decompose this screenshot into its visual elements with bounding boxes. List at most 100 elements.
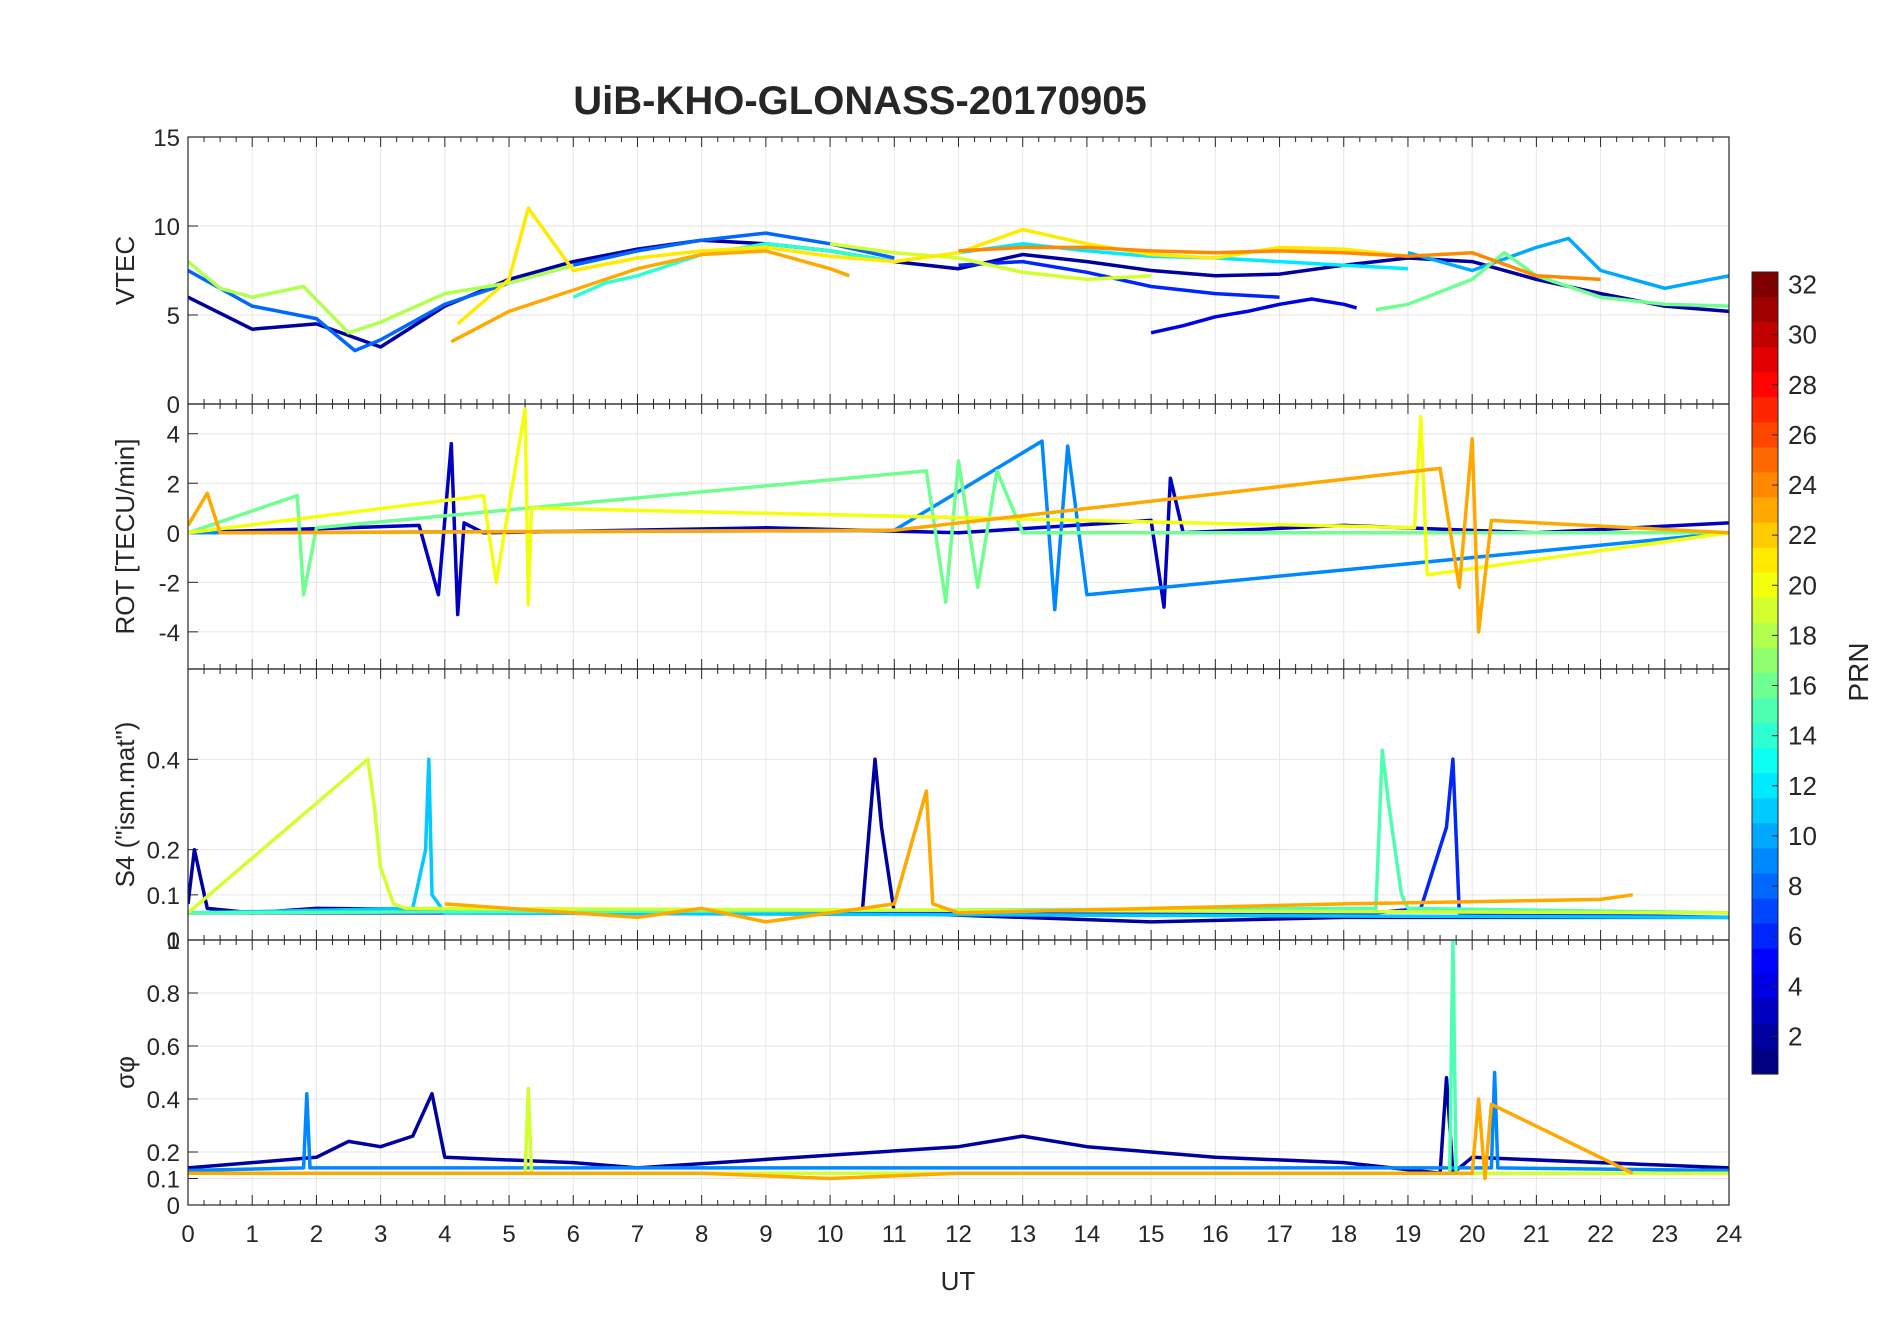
colorbar-swatch [1752, 297, 1778, 323]
colorbar-swatch [1752, 948, 1778, 975]
panel-sigma-ytick-label: 1 [167, 928, 180, 955]
colorbar-tick-label: 8 [1788, 871, 1802, 901]
series-vtec-prn-10 [1407, 236, 1729, 291]
colorbar-tick-label: 18 [1788, 620, 1817, 650]
x-axis-label: UT [941, 1266, 976, 1296]
colorbar-swatch [1752, 898, 1778, 925]
colorbar-swatch [1752, 647, 1778, 674]
colorbar-swatch [1752, 798, 1778, 824]
colorbar-swatch [1752, 447, 1778, 474]
colorbar-frame [1751, 271, 1779, 1075]
panel-sigma-ytick-label: 0.2 [147, 1140, 180, 1167]
series-vtec-prn-21 [456, 206, 1409, 326]
panel-sigma-series-group [188, 940, 1729, 1181]
colorbar-swatch [1752, 698, 1778, 724]
x-tick-label: 7 [631, 1221, 644, 1248]
x-tick-label: 6 [567, 1221, 580, 1248]
colorbar-swatch [1752, 848, 1778, 875]
x-tick-label: 12 [945, 1221, 972, 1248]
colorbar-tick-label: 26 [1788, 420, 1817, 450]
colorbar-tick-label: 10 [1788, 821, 1817, 851]
colorbar-tick-label: 6 [1788, 921, 1802, 951]
x-tick-label: 15 [1138, 1221, 1165, 1248]
panel-rot-ytick-label: 2 [167, 471, 180, 498]
x-tick-label: 16 [1202, 1221, 1229, 1248]
panel-rot-ytick-label: 0 [167, 521, 180, 548]
panel-sigma: 0 0.10.2 0.4 0.6 0.8 1 σφ [110, 928, 1730, 1220]
panel-rot-ylabel: ROT [TECU/min] [110, 439, 140, 635]
series-s4-prn-19 [188, 757, 1729, 915]
colorbar-swatch [1752, 547, 1778, 574]
colorbar-tick-label: 4 [1788, 971, 1802, 1001]
x-tick-label: 24 [1716, 1221, 1743, 1248]
series-vtec-prn-24 [958, 245, 1601, 282]
panel-vtec-ytick-label: 15 [153, 125, 180, 152]
colorbar-tick-label: 28 [1788, 370, 1817, 400]
series-vtec-prn-4 [1150, 297, 1358, 335]
colorbar-swatch [1752, 998, 1778, 1025]
x-tick-label: 17 [1266, 1221, 1293, 1248]
x-tick-label: 9 [759, 1221, 772, 1248]
series-vtec-prn-23 [450, 249, 850, 344]
x-tick-label: 4 [438, 1221, 451, 1248]
panel-rot-ytick-label: 4 [167, 422, 180, 449]
x-tick-label: 23 [1651, 1221, 1678, 1248]
x-tick-label: 3 [374, 1221, 387, 1248]
x-tick-label: 5 [502, 1221, 515, 1248]
panel-sigma-ylabel: σφ [110, 1056, 140, 1089]
series-vtec-prn-16 [1375, 250, 1729, 312]
panel-s4: 0 0.1 0.2 0.4 S4 ("ism.mat") [110, 668, 1730, 955]
panel-s4-series-group [188, 748, 1729, 924]
colorbar-swatch [1752, 748, 1778, 774]
colorbar-tick-label: 24 [1788, 470, 1817, 500]
series-rot-prn-16 [188, 459, 1729, 604]
colorbar-tick-label: 16 [1788, 671, 1817, 701]
x-tick-label: 22 [1587, 1221, 1614, 1248]
colorbar-tick-label: 22 [1788, 520, 1817, 550]
panel-s4-ytick-label: 0.4 [147, 747, 180, 774]
panel-rot-ytick-label: -2 [159, 570, 180, 597]
colorbar-tick-label: 12 [1788, 771, 1817, 801]
x-tick-label: 18 [1330, 1221, 1357, 1248]
panel-sigma-ytick-label: 0.1 [147, 1167, 180, 1194]
colorbar-tick-label: 32 [1788, 270, 1817, 300]
x-tick-label: 10 [817, 1221, 844, 1248]
series-sigma-prn-2 [188, 1076, 1729, 1175]
x-tick-label: 14 [1074, 1221, 1101, 1248]
panel-vtec-ytick-label: 0 [167, 392, 180, 419]
panel-sigma-ytick-label: 0.8 [147, 981, 180, 1008]
panel-s4-ytick-label: 0 [167, 928, 180, 955]
series-rot-prn-23 [188, 436, 1729, 634]
colorbar-label: PRN [1843, 642, 1874, 701]
panel-sigma-ytick-label: 0.6 [147, 1034, 180, 1061]
x-tick-label: 21 [1523, 1221, 1550, 1248]
x-axis: 0 1 2 3 4 5 6 7 8 9 10 11 12 13 14 15 16 17 18 19 20 21 22 23 24 [181, 1221, 1742, 1248]
x-tick-label: 13 [1009, 1221, 1036, 1248]
panel-vtec-series-group [188, 206, 1729, 353]
colorbar-tick-label: 30 [1788, 320, 1817, 350]
panel-rot-ytick-label: -4 [159, 620, 180, 647]
series-s4-prn-15 [188, 748, 1729, 915]
panel-sigma-ytick-label: 0.4 [147, 1087, 180, 1114]
series-vtec-prn-6 [958, 259, 1280, 299]
series-vtec-prn-18 [188, 260, 574, 335]
panel-s4-ytick-label: 0.1 [147, 883, 180, 910]
panel-s4-ylabel: S4 ("ism.mat") [110, 722, 140, 888]
x-tick-label: 1 [246, 1221, 259, 1248]
x-tick-label: 0 [181, 1221, 194, 1248]
colorbar-tick-label: 14 [1788, 721, 1817, 751]
series-sigma-prn-9 [188, 1070, 1729, 1173]
chart-title: UiB-KHO-GLONASS-20170905 [573, 79, 1147, 123]
x-tick-label: 2 [310, 1221, 323, 1248]
colorbar-tick-label: 2 [1788, 1021, 1802, 1051]
colorbar-swatch [1752, 347, 1778, 373]
series-rot-prn-20 [188, 407, 1729, 607]
x-tick-label: 20 [1459, 1221, 1486, 1248]
panel-sigma-axes-box [187, 939, 1730, 1206]
series-s4-prn-23 [444, 789, 1633, 924]
colorbar-swatch [1752, 497, 1778, 524]
colorbar-swatch [1752, 597, 1778, 624]
